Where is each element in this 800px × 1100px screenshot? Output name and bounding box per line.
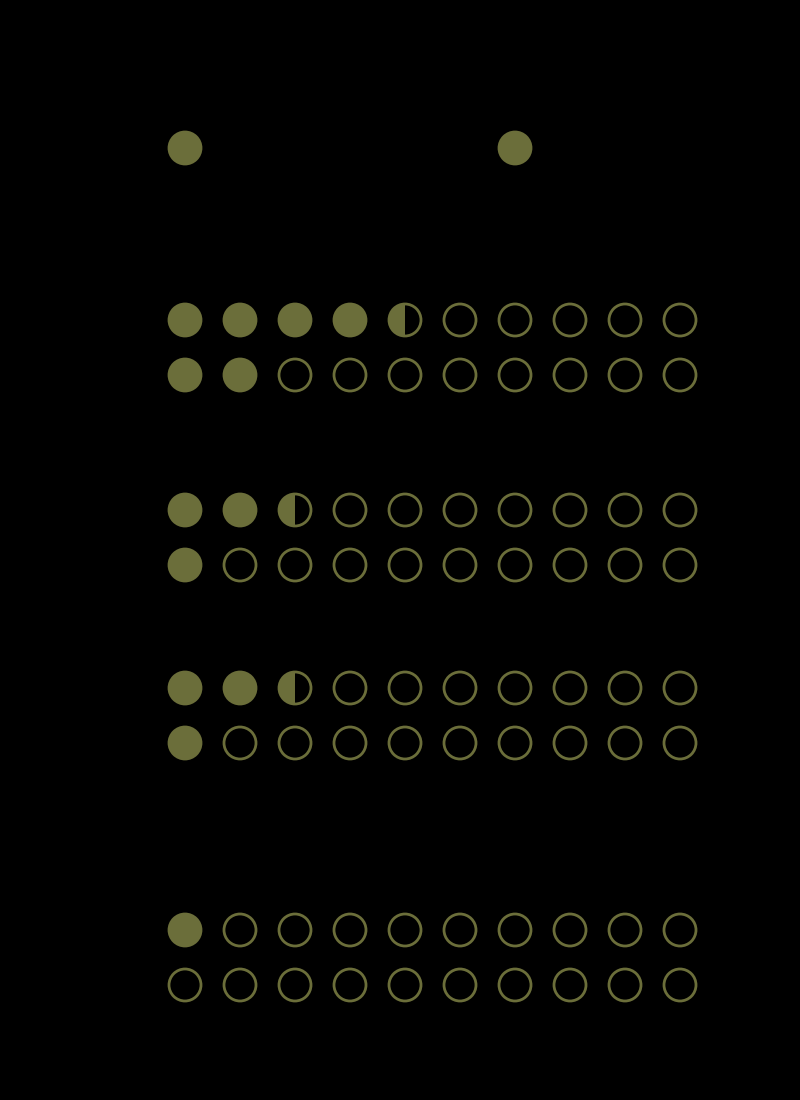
Circle shape — [224, 494, 256, 526]
Wedge shape — [389, 304, 405, 336]
Circle shape — [224, 304, 256, 336]
Wedge shape — [279, 494, 295, 526]
Circle shape — [279, 304, 311, 336]
Circle shape — [169, 914, 201, 946]
Circle shape — [169, 304, 201, 336]
Circle shape — [224, 672, 256, 704]
Circle shape — [169, 132, 201, 164]
Circle shape — [334, 304, 366, 336]
Circle shape — [169, 359, 201, 390]
Wedge shape — [279, 672, 295, 704]
Circle shape — [169, 727, 201, 759]
Circle shape — [499, 132, 531, 164]
Circle shape — [169, 494, 201, 526]
Circle shape — [169, 672, 201, 704]
Circle shape — [224, 359, 256, 390]
Circle shape — [169, 549, 201, 581]
